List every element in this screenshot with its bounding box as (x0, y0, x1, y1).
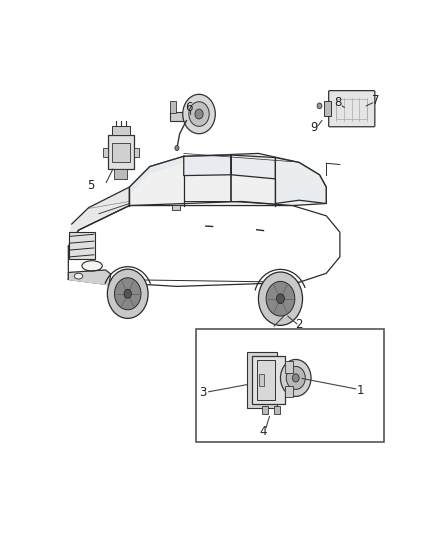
Polygon shape (68, 270, 111, 285)
Polygon shape (130, 156, 184, 193)
Bar (172, 205, 180, 209)
Circle shape (195, 109, 203, 119)
Bar (257, 360, 276, 400)
Polygon shape (276, 158, 326, 204)
Bar (336, 99, 367, 119)
Text: 1: 1 (357, 384, 364, 397)
Circle shape (175, 146, 179, 150)
Text: 3: 3 (199, 386, 206, 399)
Bar (247, 352, 277, 408)
Circle shape (183, 94, 215, 134)
Bar (259, 374, 264, 386)
Circle shape (317, 103, 322, 109)
Text: 8: 8 (335, 96, 342, 109)
Polygon shape (130, 154, 326, 206)
Text: 5: 5 (87, 179, 94, 191)
Ellipse shape (74, 273, 83, 279)
Circle shape (266, 281, 295, 316)
Bar (170, 111, 189, 120)
Bar (196, 329, 384, 441)
Circle shape (293, 374, 299, 382)
Circle shape (189, 102, 209, 126)
Text: 6: 6 (185, 101, 193, 114)
Bar (170, 101, 176, 113)
Circle shape (286, 366, 305, 390)
Polygon shape (184, 155, 231, 175)
Bar (103, 148, 108, 157)
Ellipse shape (82, 261, 102, 271)
Circle shape (124, 289, 131, 298)
Bar (252, 356, 285, 404)
Polygon shape (231, 155, 276, 179)
Circle shape (114, 278, 141, 310)
Bar (112, 143, 130, 161)
Text: 7: 7 (372, 94, 379, 107)
Text: 2: 2 (295, 318, 303, 331)
Bar (108, 135, 134, 169)
Circle shape (276, 294, 284, 303)
FancyBboxPatch shape (328, 91, 375, 127)
Bar (285, 361, 293, 373)
Bar (274, 406, 280, 414)
Bar (324, 101, 331, 117)
Bar (134, 148, 139, 157)
Text: 9: 9 (311, 121, 318, 134)
Circle shape (107, 269, 148, 318)
Circle shape (280, 359, 311, 397)
Bar (262, 406, 268, 414)
Bar (112, 126, 130, 135)
Circle shape (258, 272, 303, 325)
Bar (69, 232, 95, 259)
Polygon shape (68, 187, 130, 247)
Bar (114, 169, 127, 179)
Text: 4: 4 (260, 425, 267, 438)
Bar (285, 386, 293, 397)
